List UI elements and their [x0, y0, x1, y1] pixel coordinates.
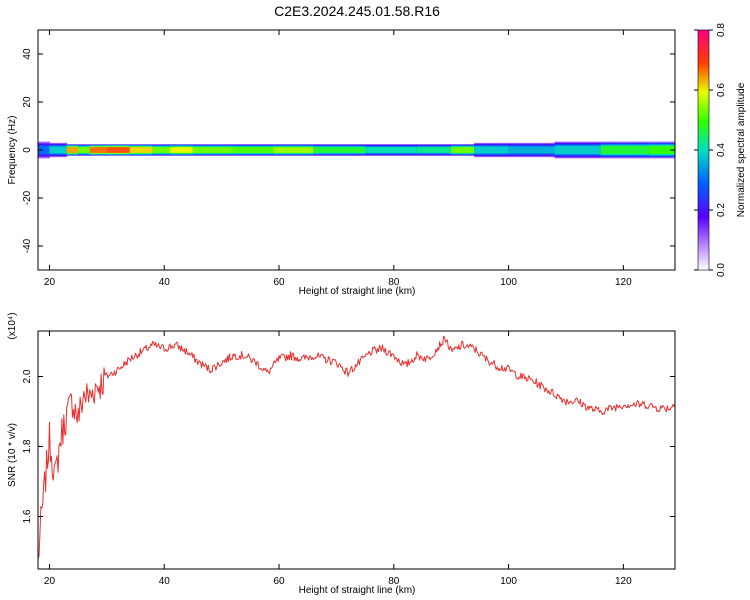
spectrogram-cell — [129, 147, 154, 153]
colorbar-tick-label: 0.4 — [716, 143, 727, 157]
x-tick-label: 40 — [159, 277, 171, 288]
spectrogram-segment — [78, 144, 91, 156]
spectrogram-segment — [416, 144, 452, 156]
spectrogram-segment — [554, 141, 601, 159]
spectrogram-cell — [152, 147, 171, 153]
spectrogram-cell — [66, 147, 79, 153]
top-x-axis-label: Height of straight line (km) — [299, 286, 416, 297]
x-tick-label: 120 — [615, 576, 632, 587]
colorbar-tick-label: 0.8 — [716, 23, 727, 37]
spectrogram-cell — [233, 147, 274, 153]
spectrogram-cell — [49, 146, 68, 154]
y-tick-label: 40 — [22, 48, 33, 60]
top-y-axis-label: Frequency (Hz) — [7, 116, 18, 185]
bottom-y-ticks: 2.0 1.8 1.6 — [22, 369, 675, 523]
y-tick-label: 1.6 — [22, 509, 33, 523]
spectrogram-segment — [106, 144, 131, 156]
snr-panel: 20 40 60 80 100 120 2.0 1.8 1.6 Height of strai… — [7, 312, 676, 596]
x-tick-label: 40 — [159, 576, 171, 587]
spectrogram-segment — [649, 141, 675, 159]
x-tick-label: 80 — [388, 576, 400, 587]
bottom-y-axis-label: SNR (10 * v/v) — [7, 423, 18, 487]
spectrogram-cell — [89, 147, 108, 153]
spectrogram-segment — [49, 142, 68, 158]
snr-series-line — [38, 335, 675, 559]
y-tick-label: 0 — [22, 147, 33, 153]
x-tick-label: 120 — [615, 277, 632, 288]
spectrogram-cell — [416, 147, 452, 153]
spectrogram-cell — [451, 147, 475, 153]
spectrogram-cell — [273, 147, 314, 153]
bottom-y-scale-label: (x10⁴) — [7, 312, 18, 339]
spectrogram-cell — [600, 145, 650, 155]
colorbar-ticks: 0.8 0.6 0.4 0.2 0.0 — [694, 23, 727, 277]
spectrogram-cell — [106, 147, 131, 153]
spectrogram-segment — [233, 144, 274, 156]
spectrogram-cell — [169, 147, 194, 153]
x-tick-label: 60 — [273, 576, 285, 587]
y-tick-label: -40 — [22, 238, 33, 253]
spectrogram-cell — [474, 146, 510, 154]
spectrogram-segment — [451, 144, 475, 156]
spectrogram-cell — [508, 146, 555, 154]
spectrogram-segment — [89, 144, 108, 156]
spectrogram-segment — [38, 141, 50, 159]
colorbar-label: Normalized spectral amplitude — [736, 82, 747, 217]
bottom-plot-frame — [37, 330, 676, 570]
x-tick-label: 80 — [388, 277, 400, 288]
spectrogram-segment — [169, 144, 194, 156]
bottom-x-ticks: 20 40 60 80 100 120 — [44, 331, 632, 587]
spectrogram-segment — [600, 141, 650, 159]
spectrogram-cell — [365, 147, 418, 153]
spectrogram-segment — [313, 144, 366, 156]
chart-title: C2E3.2024.245.01.58.R16 — [274, 3, 440, 19]
spectrogram-segment — [365, 144, 418, 156]
colorbar-tick-label: 0.0 — [716, 263, 727, 277]
x-tick-label: 100 — [500, 576, 517, 587]
spectrogram-segment — [474, 142, 510, 158]
spectrogram-segment — [66, 144, 79, 156]
spectrogram-segment — [152, 144, 171, 156]
y-tick-label: -20 — [22, 190, 33, 205]
top-y-ticks: 40 20 0 -20 -40 — [22, 48, 675, 253]
colorbar: 0.8 0.6 0.4 0.2 0.0 Normalized spectral ampl… — [694, 23, 747, 277]
spectrogram-cell — [192, 147, 234, 153]
x-tick-label: 100 — [500, 277, 517, 288]
spectrogram-segment — [192, 144, 234, 156]
colorbar-tick-label: 0.2 — [716, 203, 727, 217]
y-tick-label: 20 — [22, 96, 33, 108]
top-x-ticks: 20 40 60 80 100 120 — [44, 30, 632, 288]
y-tick-label: 2.0 — [22, 369, 33, 383]
x-tick-label: 20 — [44, 576, 56, 587]
spectrogram-cell — [554, 145, 601, 155]
bottom-x-axis-label: Height of straight line (km) — [299, 585, 416, 596]
spectrogram-segment — [508, 142, 555, 158]
colorbar-gradient — [697, 29, 710, 271]
spectrogram-segment — [273, 144, 314, 156]
spectrogram-segment — [129, 144, 154, 156]
spectrogram-cell — [649, 145, 675, 155]
spectrogram-cell — [313, 147, 366, 153]
spectrogram-panel: 20 40 60 80 100 120 40 20 0 -20 -40 Height of str… — [7, 29, 676, 297]
colorbar-tick-label: 0.6 — [716, 83, 727, 97]
spectrogram-band — [38, 141, 675, 159]
x-tick-label: 60 — [273, 277, 285, 288]
spectrogram-cell — [38, 145, 50, 155]
x-tick-label: 20 — [44, 277, 56, 288]
y-tick-label: 1.8 — [22, 439, 33, 453]
spectrogram-cell — [78, 147, 91, 153]
